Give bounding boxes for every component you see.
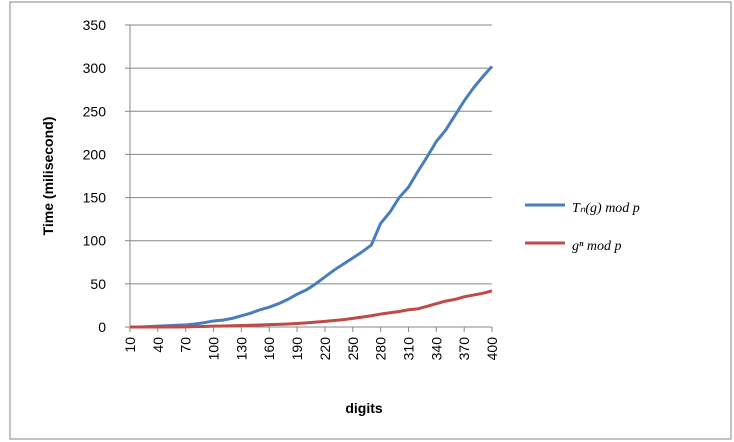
- x-axis-title: digits: [345, 400, 383, 416]
- y-tick-label: 350: [83, 17, 107, 33]
- y-tick-label: 50: [90, 276, 106, 292]
- chart-border: [9, 1, 732, 440]
- y-tick-label: 250: [83, 103, 107, 119]
- x-tick-label: 220: [317, 337, 333, 361]
- x-tick-label: 340: [428, 337, 444, 361]
- legend-label: gⁿ mod p: [572, 239, 622, 254]
- x-tick-label: 10: [122, 337, 138, 353]
- x-tick-label: 370: [456, 337, 472, 361]
- x-tick-label: 40: [150, 337, 166, 353]
- x-tick-label: 190: [289, 337, 305, 361]
- y-tick-label: 300: [83, 60, 107, 76]
- x-tick-label: 70: [178, 337, 194, 353]
- x-tick-label: 310: [400, 337, 416, 361]
- line-series: [130, 65, 494, 329]
- line-series: [130, 289, 493, 329]
- y-tick-label: 150: [83, 190, 107, 206]
- x-tick-label: 250: [345, 337, 361, 361]
- x-tick-label: 160: [261, 337, 277, 361]
- y-tick-label: 0: [98, 319, 106, 335]
- y-axis-title: Time (milisecond): [40, 117, 56, 236]
- x-tick-label: 400: [484, 337, 500, 361]
- legend-label: Tₙ(g) mod p: [572, 201, 640, 216]
- x-tick-label: 130: [233, 337, 249, 361]
- y-tick-label: 100: [83, 233, 107, 249]
- y-tick-label: 200: [83, 146, 107, 162]
- x-tick-label: 280: [373, 337, 389, 361]
- x-tick-label: 100: [206, 337, 222, 361]
